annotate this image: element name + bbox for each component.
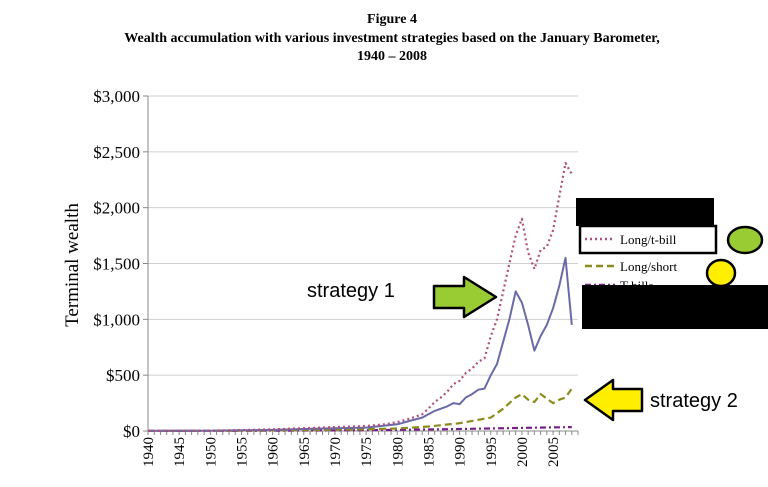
x-tick-label: 1980 (390, 437, 406, 467)
x-tick-label: 1955 (234, 437, 250, 467)
figure-label: Figure 4 (367, 12, 417, 27)
redaction-box-top (576, 198, 714, 226)
series-line-long-short (148, 387, 573, 432)
y-tick-label: $3,000 (93, 87, 140, 106)
chart-title: Wealth accumulation with various investm… (124, 31, 659, 46)
x-tick-label: 1960 (266, 437, 282, 467)
y-tick-label: $1,000 (93, 310, 140, 329)
green-arrow-icon (432, 275, 498, 319)
y-tick-label: $0 (123, 422, 140, 441)
x-tick-label: 1950 (203, 437, 219, 467)
x-tick-label: 1990 (453, 437, 469, 467)
y-tick-label: $2,000 (93, 199, 140, 218)
strategy-1-label: strategy 1 (307, 280, 395, 302)
legend-label-long-short: Long/short (620, 259, 677, 274)
green-circle-marker (726, 225, 764, 255)
x-tick-label: 1940 (141, 437, 157, 467)
chart-subtitle: 1940 – 2008 (357, 49, 427, 64)
series-line-long-t-bill (147, 161, 573, 432)
redaction-box-bottom (582, 285, 768, 329)
legend: Long/t-bill Long/short T-bills Buy and h… (576, 198, 768, 329)
x-tick-label: 2005 (546, 437, 562, 467)
yellow-arrow-icon (583, 378, 644, 422)
annotation-strategy-1: strategy 1 (307, 275, 498, 319)
annotation-strategy-2: strategy 2 (583, 378, 738, 422)
x-tick-label: 1970 (328, 437, 344, 467)
yellow-circle-marker (705, 258, 737, 288)
series-lines (147, 161, 573, 432)
gridlines (148, 95, 578, 376)
x-tick-label: 1985 (421, 437, 437, 467)
y-tick-label: $2,500 (93, 143, 140, 162)
x-tick-label: 1995 (484, 437, 500, 467)
strategy-2-label: strategy 2 (650, 390, 738, 412)
x-tick-label: 2000 (515, 437, 531, 467)
legend-highlight-box (578, 224, 718, 255)
axes: $0 $500 $1,000 $1,500 $2,000 $2,500 $3,000 1940… (93, 87, 579, 467)
x-tick-label: 1945 (172, 437, 188, 467)
x-tick-label: 1975 (359, 437, 375, 467)
legend-label-long-tbill: Long/t-bill (620, 232, 677, 247)
y-tick-label: $500 (106, 366, 140, 385)
y-axis-title: Terminal wealth (62, 203, 83, 327)
x-tick-label: 1965 (297, 437, 313, 467)
y-tick-label: $1,500 (93, 255, 140, 274)
